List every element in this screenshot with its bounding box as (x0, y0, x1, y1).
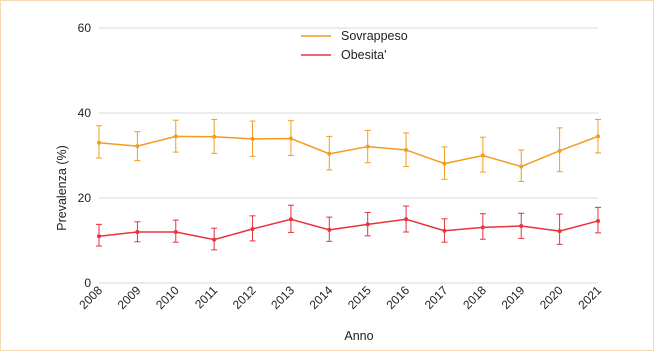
data-point (250, 136, 255, 141)
data-point (288, 217, 293, 222)
y-tick-label: 0 (84, 276, 91, 290)
data-point (442, 228, 447, 233)
x-axis-title: Anno (344, 329, 373, 343)
series-line-sovrappeso (98, 135, 599, 168)
legend-label-obesita: Obesita' (341, 48, 386, 62)
x-tick-label: 2020 (537, 283, 566, 312)
data-point (288, 136, 293, 141)
x-tick-label: 2010 (153, 283, 182, 312)
x-tick-label: 2015 (345, 283, 374, 312)
data-point (250, 227, 255, 232)
x-axis-ticks: 2008 2009 2010 2011 2012 2013 2014 2015 2016 2017… (76, 283, 604, 312)
data-point (557, 148, 562, 153)
y-axis-title: Prevalenza (%) (55, 145, 69, 230)
data-point (97, 140, 101, 145)
data-point (480, 225, 485, 230)
y-tick-label: 20 (78, 191, 92, 205)
series-group (96, 118, 601, 251)
data-point (135, 144, 140, 149)
y-tick-label: 60 (78, 21, 92, 35)
x-tick-label: 2021 (575, 283, 604, 312)
gridlines (99, 27, 598, 284)
data-point (442, 161, 447, 166)
data-point (327, 227, 332, 232)
x-tick-label: 2014 (307, 283, 336, 312)
series-obesita (96, 204, 601, 251)
x-tick-label: 2008 (76, 283, 105, 312)
data-point (212, 237, 217, 242)
data-point (135, 230, 140, 234)
data-point (404, 147, 409, 152)
data-point (173, 134, 178, 139)
series-line-obesita (98, 218, 599, 241)
data-point (327, 151, 332, 156)
data-point (97, 234, 101, 239)
x-tick-label: 2017 (422, 283, 451, 312)
x-tick-label: 2013 (268, 283, 297, 312)
series-sovrappeso (96, 118, 601, 182)
x-tick-label: 2012 (230, 283, 259, 312)
legend-label-sovrappeso: Sovrappeso (341, 29, 408, 43)
data-point (212, 134, 217, 139)
data-point (173, 230, 178, 234)
data-point (596, 134, 600, 139)
data-point (404, 217, 409, 222)
x-tick-label: 2016 (383, 283, 412, 312)
x-tick-label: 2011 (192, 283, 220, 311)
x-tick-label: 2019 (499, 283, 528, 312)
y-tick-label: 40 (78, 106, 92, 120)
data-point (596, 218, 600, 223)
data-point (519, 224, 524, 229)
data-point (557, 229, 562, 234)
data-point (365, 144, 370, 149)
data-point (519, 164, 524, 169)
x-tick-label: 2009 (115, 283, 144, 312)
data-point (480, 153, 485, 158)
data-point (365, 222, 370, 227)
x-tick-label: 2018 (460, 283, 489, 312)
legend: Sovrappeso Obesita' (301, 29, 408, 62)
y-axis-ticks: 0 20 40 60 (78, 21, 92, 290)
